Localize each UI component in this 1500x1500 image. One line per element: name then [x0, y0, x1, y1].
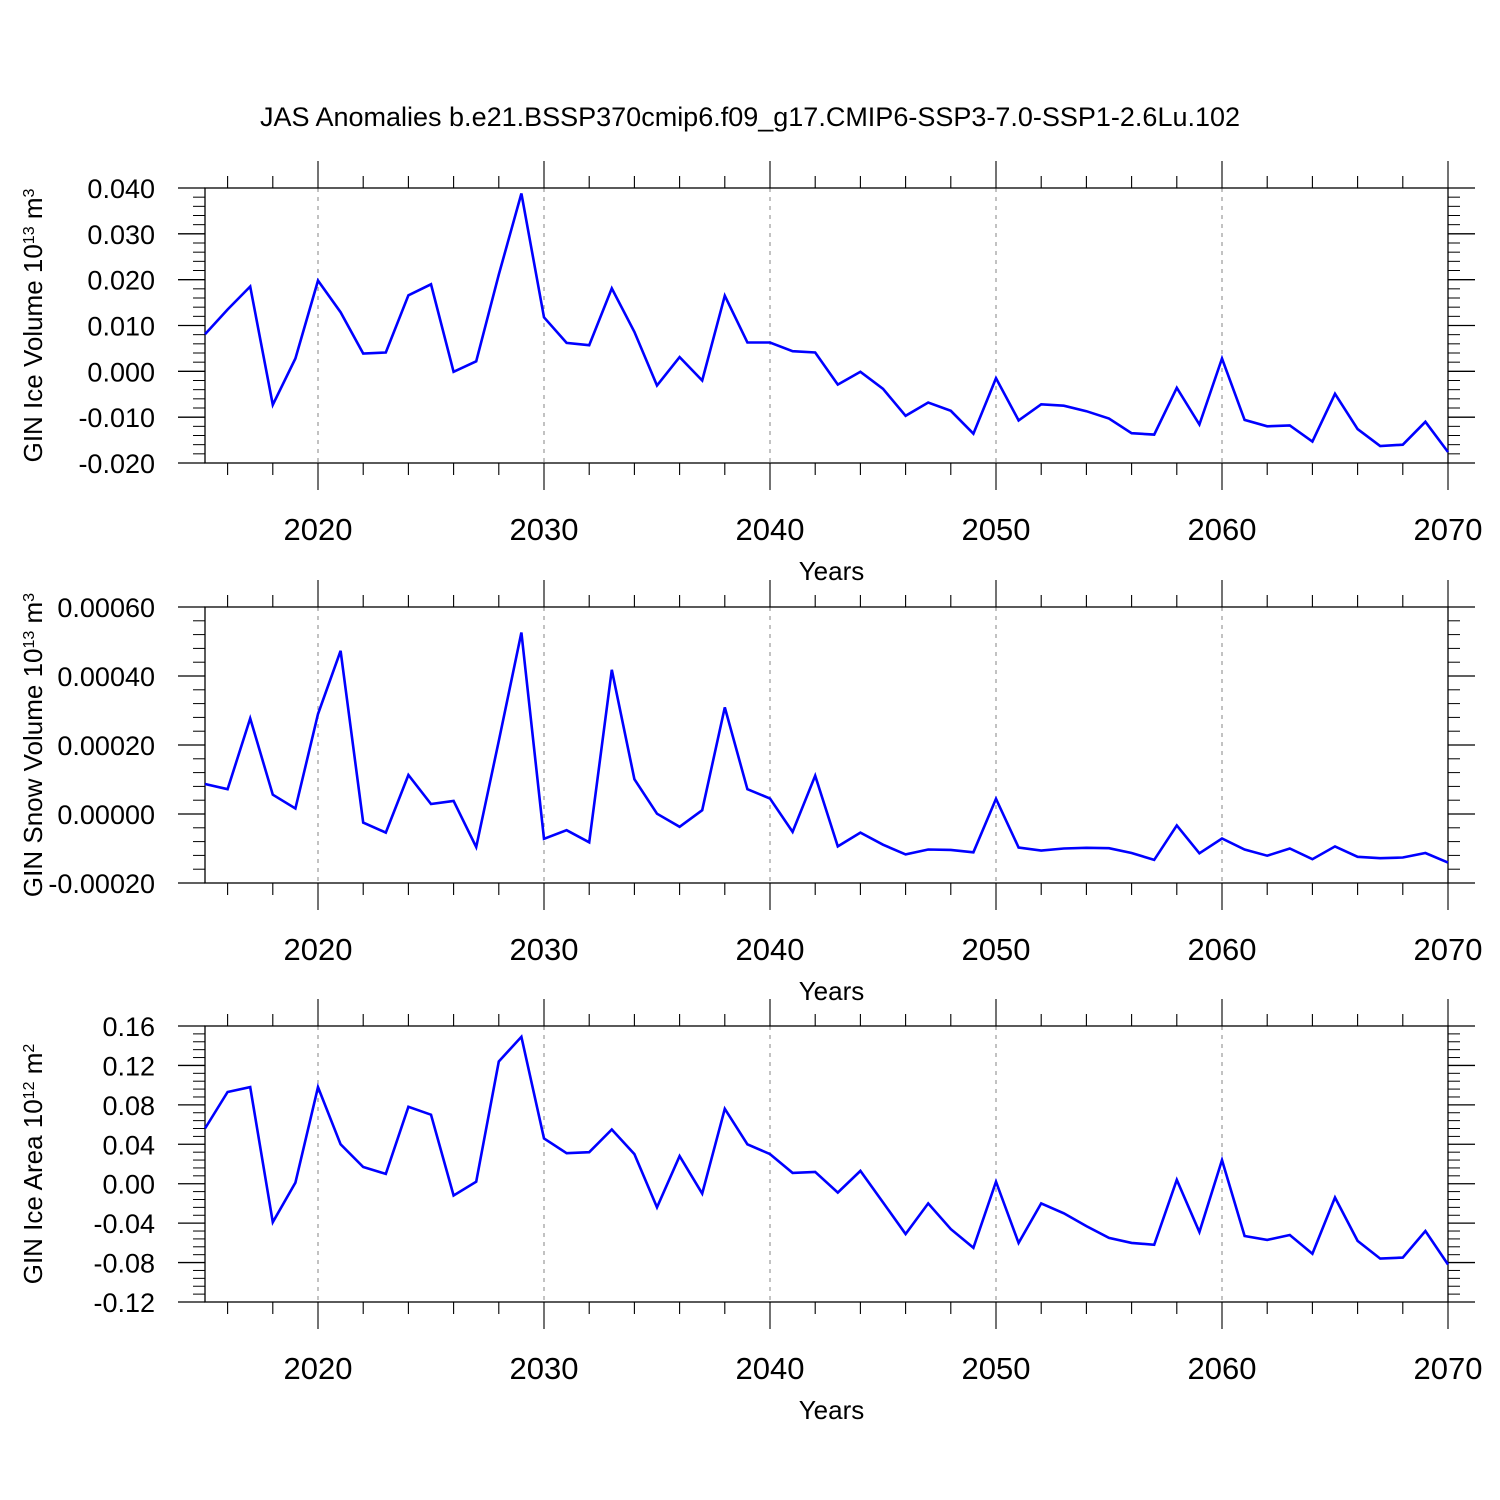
y-axis-title: GIN Snow Volume 1013 m3 — [18, 593, 48, 897]
y-axis-title-ylabel-exp: 13 — [21, 226, 38, 244]
y-axis-title-ylabel-unit-exp: 3 — [21, 593, 38, 602]
x-tick-label: 2020 — [284, 932, 353, 967]
y-axis-title-ylabel-unit-exp: 2 — [21, 1044, 38, 1053]
x-tick-label: 2070 — [1414, 932, 1483, 967]
y-tick-label: 0.12 — [102, 1051, 155, 1081]
y-tick-label: -0.020 — [78, 449, 155, 479]
figure-title: JAS Anomalies b.e21.BSSP370cmip6.f09_g17… — [260, 102, 1240, 132]
y-tick-label: 0.00000 — [57, 800, 155, 830]
y-tick-label: 0.000 — [87, 357, 155, 387]
x-tick-label: 2030 — [510, 512, 579, 547]
x-tick-label: 2020 — [284, 512, 353, 547]
y-axis-title-ylabel-main: GIN Snow Volume 10 — [18, 649, 48, 898]
y-tick-label: 0.16 — [102, 1012, 155, 1042]
x-tick-label: 2040 — [736, 932, 805, 967]
y-tick-label: 0.00040 — [57, 662, 155, 692]
y-tick-label: 0.010 — [87, 312, 155, 342]
y-axis-title: GIN Ice Area 1012 m2 — [18, 1044, 48, 1285]
x-tick-label: 2050 — [962, 512, 1031, 547]
y-axis-title-ylabel-unit-exp: 3 — [21, 188, 38, 197]
x-axis-title: Years — [799, 556, 865, 586]
y-tick-label: -0.04 — [93, 1209, 155, 1239]
x-tick-label: 2020 — [284, 1351, 353, 1386]
y-tick-label: 0.00060 — [57, 593, 155, 623]
y-axis-title-ylabel-exp: 13 — [21, 631, 38, 649]
x-tick-label: 2060 — [1188, 512, 1257, 547]
series-line — [204, 632, 1449, 864]
y-tick-label: -0.010 — [78, 403, 155, 433]
x-tick-label: 2030 — [510, 932, 579, 967]
x-axis-title: Years — [799, 976, 865, 1006]
chart-panel-3: -0.12 -0.08 -0.04 0.00 0.04 0.08 0.12 0.16 2020 2… — [18, 999, 1482, 1425]
y-tick-label: -0.00020 — [48, 869, 155, 899]
x-tick-label: 2070 — [1414, 1351, 1483, 1386]
plot-frame — [204, 1025, 1449, 1303]
y-axis-title-ylabel-main: GIN Ice Volume 10 — [18, 244, 48, 462]
x-tick-label: 2060 — [1188, 1351, 1257, 1386]
x-tick-label: 2060 — [1188, 932, 1257, 967]
y-tick-label: 0.08 — [102, 1091, 155, 1121]
y-axis-title: GIN Ice Volume 1013 m3 — [18, 188, 48, 462]
x-tick-label: 2040 — [736, 512, 805, 547]
y-tick-label: -0.12 — [93, 1288, 155, 1318]
series-line — [204, 193, 1450, 453]
chart-panel-1: -0.020 -0.010 0.000 0.010 0.020 0.030 0.040 202… — [18, 161, 1482, 586]
y-tick-label: 0.020 — [87, 266, 155, 296]
x-tick-label: 2050 — [962, 932, 1031, 967]
y-tick-label: -0.08 — [93, 1249, 155, 1279]
y-tick-label: 0.00020 — [57, 731, 155, 761]
y-axis-title-ylabel-main: GIN Ice Area 10 — [18, 1099, 48, 1284]
y-tick-label: 0.040 — [87, 174, 155, 204]
x-axis-title: Years — [799, 1395, 865, 1425]
y-axis-title-ylabel-unit: m — [18, 197, 48, 226]
y-axis-title-ylabel-unit: m — [18, 602, 48, 631]
y-axis-title-ylabel-unit: m — [18, 1053, 48, 1082]
series-line — [203, 1034, 1450, 1266]
chart-panel-2: -0.00020 0.00000 0.00020 0.00040 0.00060 2020… — [18, 580, 1482, 1006]
x-tick-label: 2070 — [1414, 512, 1483, 547]
y-tick-label: 0.04 — [102, 1130, 155, 1160]
y-tick-label: 0.030 — [87, 220, 155, 250]
x-tick-label: 2030 — [510, 1351, 579, 1386]
x-tick-label: 2050 — [962, 1351, 1031, 1386]
y-axis-title-ylabel-exp: 12 — [21, 1081, 38, 1099]
y-tick-label: 0.00 — [102, 1170, 155, 1200]
x-tick-label: 2040 — [736, 1351, 805, 1386]
